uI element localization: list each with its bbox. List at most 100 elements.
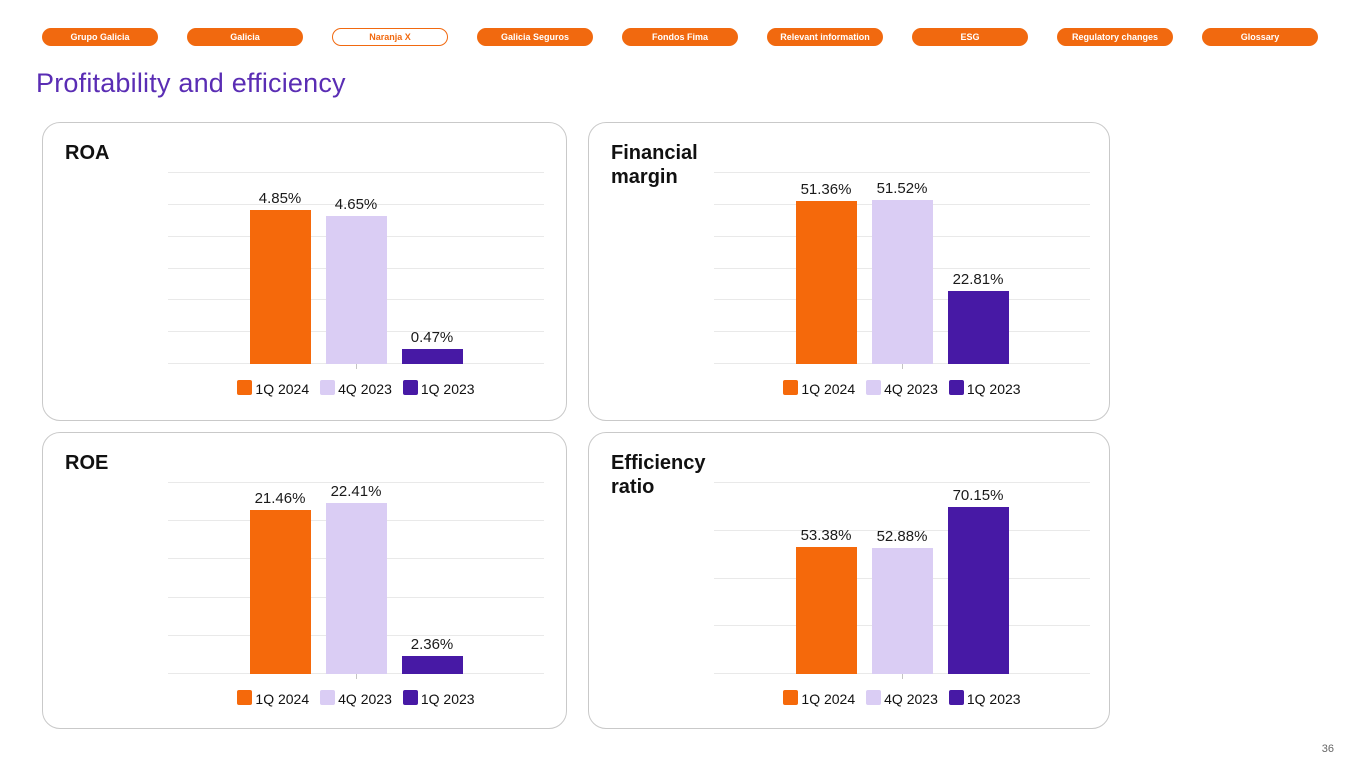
legend-item-4q-2023: 4Q 2023 (866, 379, 938, 397)
gridline (168, 482, 544, 483)
bar-wrap-1q-2024: 53.38% (795, 527, 857, 674)
legend-swatch (948, 689, 964, 705)
gridline (168, 172, 544, 173)
chart-legend: 1Q 2024 4Q 2023 1Q 2023 (168, 379, 544, 397)
bar-value-label: 4.65% (334, 195, 378, 213)
bar-value-label: 0.47% (410, 329, 454, 347)
bar-chart-plot: 4.85% 4.65% 0.47% (168, 172, 544, 369)
legend-item-4q-2023: 4Q 2023 (320, 379, 392, 397)
chart-title: Efficiency ratio (611, 452, 706, 498)
gridline (168, 203, 544, 205)
bar-wrap-1q-2024: 51.36% (795, 181, 857, 364)
bar-value-label: 22.81% (952, 271, 1004, 289)
chart-legend: 1Q 2024 4Q 2023 1Q 2023 (714, 379, 1090, 397)
legend-item-1q-2024: 1Q 2024 (237, 689, 309, 707)
nav-pill-galicia-seguros[interactable]: Galicia Seguros (477, 28, 593, 46)
bar-4q-2023 (871, 200, 933, 364)
bar-value-label: 52.88% (876, 527, 928, 545)
chart-card-efficiency-ratio: Efficiency ratio 53.38% 52.88% 70.15% 1Q 2… (588, 432, 1110, 729)
legend-swatch (948, 379, 964, 395)
page-title: Profitability and efficiency (36, 68, 346, 98)
nav-pill-fondos-fima[interactable]: Fondos Fima (622, 28, 738, 46)
legend-label: 4Q 2023 (338, 381, 392, 397)
bar-wrap-1q-2023: 2.36% (401, 636, 463, 674)
bar-wrap-4q-2023: 22.41% (325, 483, 387, 674)
bar-value-label: 22.41% (330, 482, 382, 500)
chart-legend: 1Q 2024 4Q 2023 1Q 2023 (168, 689, 544, 707)
legend-swatch (866, 379, 882, 395)
x-axis-tick (902, 364, 903, 369)
bar-wrap-4q-2023: 52.88% (871, 528, 933, 674)
legend-item-1q-2024: 1Q 2024 (237, 379, 310, 397)
legend-label: 4Q 2023 (884, 381, 938, 397)
chart-title: ROE (65, 452, 109, 474)
legend-swatch (320, 689, 336, 705)
legend-item-1q-2023: 1Q 2023 (948, 689, 1021, 707)
bar-value-label: 4.85% (258, 189, 302, 207)
legend-label: 1Q 2024 (801, 691, 856, 707)
legend-item-1q-2024: 1Q 2024 (783, 379, 855, 397)
legend-label: 1Q 2023 (966, 381, 1021, 397)
gridline (714, 529, 1090, 531)
chart-card-roe: ROE 21.46% 22.41% 2.36% 1Q 2024 4Q 2023 1Q 2… (42, 432, 567, 729)
bar-group: 21.46% 22.41% 2.36% (168, 483, 544, 674)
chart-title: ROA (65, 142, 110, 164)
nav-pill-esg[interactable]: ESG (912, 28, 1028, 46)
legend-item-1q-2023: 1Q 2023 (948, 379, 1021, 397)
page-number: 36 (1321, 743, 1334, 755)
bar-chart-plot: 51.36% 51.52% 22.81% (714, 172, 1090, 369)
legend-swatch (237, 689, 253, 705)
bar-1q-2023 (401, 349, 463, 364)
nav-pill-naranja-x[interactable]: Naranja X (332, 28, 448, 46)
nav-pill-galicia[interactable]: Galicia (187, 28, 303, 46)
bar-group: 53.38% 52.88% 70.15% (714, 487, 1090, 674)
legend-swatch (402, 689, 418, 705)
bar-1q-2023 (401, 655, 463, 674)
bar-4q-2023 (871, 547, 933, 674)
bar-group: 51.36% 51.52% 22.81% (714, 180, 1090, 364)
chart-card-roa: ROA 4.85% 4.65% 0.47% 1Q 2024 4Q 2023 1Q 202… (42, 122, 567, 421)
legend-item-4q-2023: 4Q 2023 (866, 689, 938, 707)
legend-swatch (866, 689, 882, 705)
x-axis-tick (356, 364, 357, 369)
legend-item-4q-2023: 4Q 2023 (320, 689, 392, 707)
legend-swatch (402, 379, 418, 395)
bar-value-label: 70.15% (952, 486, 1004, 504)
legend-swatch (783, 689, 799, 705)
bar-1q-2023 (947, 506, 1009, 674)
legend-label: 1Q 2023 (966, 691, 1021, 707)
legend-item-1q-2023: 1Q 2023 (402, 379, 475, 397)
bar-wrap-1q-2023: 0.47% (401, 329, 463, 364)
bar-group: 4.85% 4.65% 0.47% (168, 190, 544, 364)
chart-card-financial-margin: Financial margin 51.36% 51.52% 22.81% 1Q 2… (588, 122, 1110, 421)
nav-pill-relevant-information[interactable]: Relevant information (767, 28, 883, 46)
legend-label: 1Q 2024 (255, 381, 310, 397)
bar-1q-2024 (795, 200, 857, 364)
bar-value-label: 51.52% (876, 180, 928, 197)
nav-pill-grupo-galicia[interactable]: Grupo Galicia (42, 28, 158, 46)
bar-wrap-4q-2023: 51.52% (871, 180, 933, 364)
legend-swatch (320, 379, 336, 395)
bar-4q-2023 (325, 502, 387, 674)
nav-pill-glossary[interactable]: Glossary (1202, 28, 1318, 46)
gridline (714, 172, 1090, 173)
bar-value-label: 2.36% (410, 635, 454, 653)
x-axis-tick (356, 674, 357, 679)
bar-1q-2023 (947, 291, 1009, 364)
bar-wrap-1q-2023: 70.15% (947, 487, 1009, 674)
chart-title: Financial margin (611, 142, 698, 188)
legend-label: 1Q 2023 (420, 691, 475, 707)
bar-chart-plot: 21.46% 22.41% 2.36% (168, 482, 544, 679)
legend-item-1q-2023: 1Q 2023 (402, 689, 475, 707)
bar-value-label: 51.36% (800, 180, 852, 198)
bar-wrap-1q-2024: 4.85% (249, 190, 311, 364)
bar-chart-plot: 53.38% 52.88% 70.15% (714, 482, 1090, 679)
bar-value-label: 21.46% (254, 490, 306, 508)
bar-wrap-1q-2023: 22.81% (947, 271, 1009, 364)
bar-1q-2024 (249, 209, 311, 364)
chart-legend: 1Q 2024 4Q 2023 1Q 2023 (714, 689, 1090, 707)
legend-label: 4Q 2023 (884, 691, 938, 707)
bar-wrap-1q-2024: 21.46% (249, 490, 311, 674)
gridline (714, 482, 1090, 483)
nav-pill-regulatory-changes[interactable]: Regulatory changes (1057, 28, 1173, 46)
